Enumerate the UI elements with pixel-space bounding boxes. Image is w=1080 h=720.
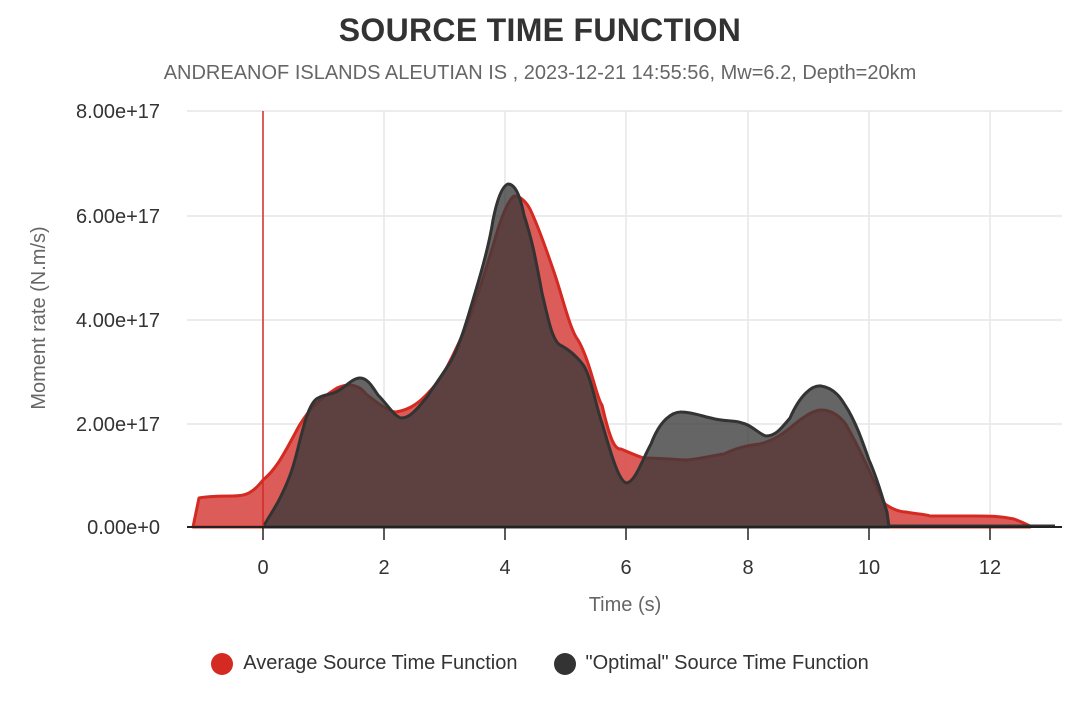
x-tick-label: 4 [499,557,510,579]
x-tick-label: 12 [979,557,1001,579]
legend-dot-icon [553,652,576,675]
legend-label: "Optimal" Source Time Function [585,652,869,674]
x-axis-label: Time (s) [589,594,662,616]
y-tick-label: 4.00e+17 [76,310,160,332]
chart-legend: Average Source Time Function "Optimal" S… [0,652,1080,675]
legend-item-average[interactable]: Average Source Time Function [211,652,518,675]
chart-plot: 0.00e+0 2.00e+17 4.00e+17 6.00e+17 8.00e… [28,101,1062,616]
legend-item-optimal[interactable]: "Optimal" Source Time Function [553,652,869,675]
chart-subtitle: ANDREANOF ISLANDS ALEUTIAN IS , 2023-12-… [163,62,917,84]
x-axis-ticks [262,527,991,540]
x-tick-labels: 0 2 4 6 8 10 12 [257,557,1001,579]
x-tick-label: 6 [620,557,631,579]
y-tick-label: 6.00e+17 [76,206,160,228]
x-tick-label: 0 [257,557,268,579]
y-tick-label: 8.00e+17 [76,101,160,123]
optimal-stf-area[interactable] [261,182,891,529]
x-tick-label: 10 [858,557,880,579]
x-tick-label: 8 [742,557,753,579]
y-tick-label: 2.00e+17 [76,414,160,436]
y-tick-labels: 0.00e+0 2.00e+17 4.00e+17 6.00e+17 8.00e… [76,101,160,539]
x-tick-label: 2 [378,557,389,579]
y-tick-label: 0.00e+0 [87,517,160,539]
legend-dot-icon [211,652,234,675]
chart-title: SOURCE TIME FUNCTION [338,12,742,48]
y-axis-label: Moment rate (N.m/s) [28,226,50,409]
legend-label: Average Source Time Function [243,652,518,674]
y-gridlines [187,110,1062,425]
